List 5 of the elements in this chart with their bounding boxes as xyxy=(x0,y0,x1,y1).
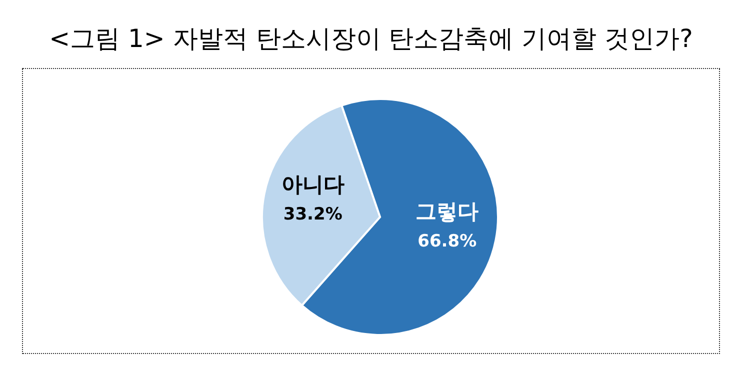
chart-title: <그림 1> 자발적 탄소시장이 탄소감축에 기여할 것인가? xyxy=(48,23,694,55)
slice-label: 그렇다 xyxy=(416,199,479,224)
slice-label: 아니다 xyxy=(281,172,344,197)
data-label: 33.2% xyxy=(283,204,342,225)
data-label: 66.8% xyxy=(418,231,477,252)
